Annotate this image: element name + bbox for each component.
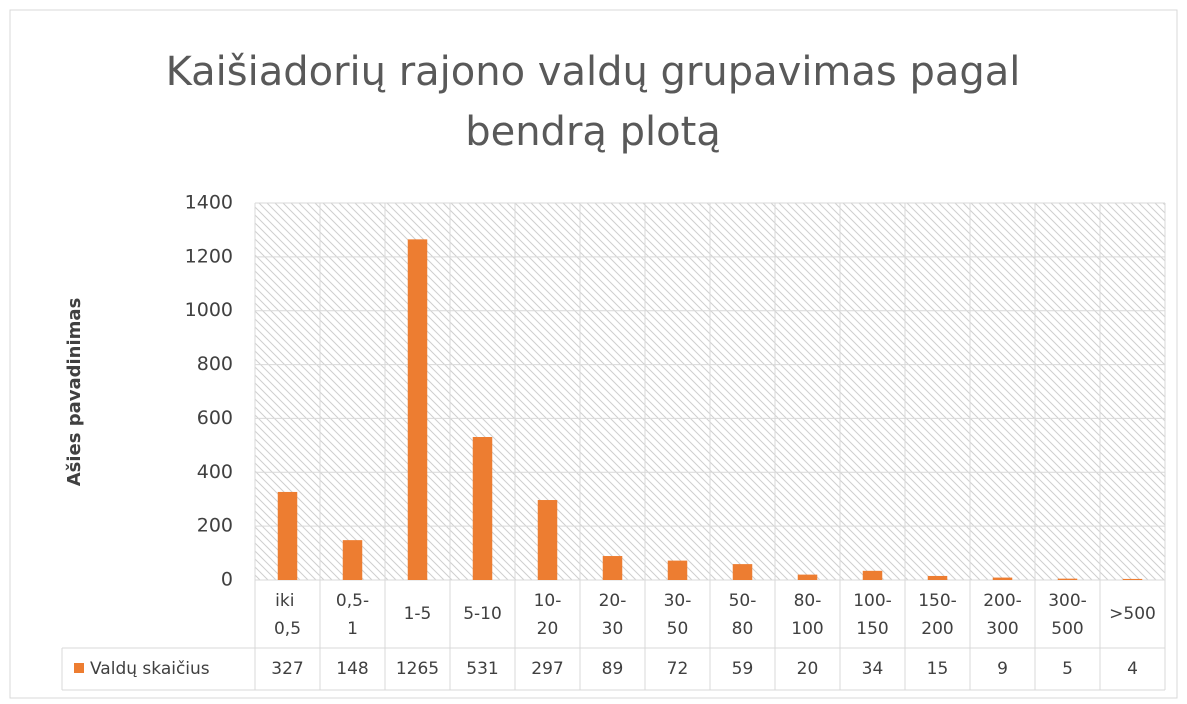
table-value: 148 — [336, 659, 368, 679]
y-tick-label: 0 — [221, 569, 233, 591]
table-value: 72 — [667, 659, 689, 679]
bar — [667, 560, 688, 580]
y-axis-label: Ašies pavadinimas — [64, 298, 85, 487]
y-tick-label: 1400 — [185, 192, 233, 214]
x-tick-label: 300-500 — [1048, 591, 1087, 639]
y-tick-label: 1000 — [185, 299, 233, 321]
bar — [1057, 578, 1078, 580]
bar — [277, 491, 298, 580]
y-tick-label: 600 — [197, 407, 233, 429]
table-value: 1265 — [396, 659, 439, 679]
table-value: 327 — [271, 659, 303, 679]
table-value: 34 — [862, 659, 884, 679]
bar — [862, 570, 883, 580]
table-value: 9 — [997, 659, 1008, 679]
bar — [927, 575, 948, 580]
x-tick-label: iki 0,5 — [274, 591, 301, 639]
y-tick-label: 1200 — [185, 245, 233, 267]
bar — [602, 556, 623, 580]
bar — [342, 540, 363, 580]
bar — [1122, 578, 1143, 580]
table-value: 5 — [1062, 659, 1073, 679]
x-tick-label: 20-30 — [599, 591, 627, 639]
x-tick-label: >500 — [1109, 604, 1156, 624]
table-value: 89 — [602, 659, 624, 679]
x-tick-label: 80-100 — [791, 591, 823, 639]
table-value: 59 — [732, 659, 754, 679]
legend-key — [74, 663, 84, 673]
chart-title: Kaišiadorių rajono valdų grupavimas paga… — [165, 49, 1021, 155]
table-value: 4 — [1127, 659, 1138, 679]
x-tick-label: 50-80 — [729, 591, 757, 639]
y-tick-label: 400 — [197, 461, 233, 483]
x-tick-label: 5-10 — [463, 604, 502, 624]
x-tick-label: 10-20 — [534, 591, 562, 639]
table-value: 15 — [927, 659, 949, 679]
bar — [537, 500, 558, 580]
x-tick-label: 150-200 — [918, 591, 957, 639]
legend-label: Valdų skaičius — [90, 659, 210, 679]
x-tick-label: 100-150 — [853, 591, 892, 639]
table-value: 20 — [797, 659, 819, 679]
y-tick-label: 800 — [197, 353, 233, 375]
bar — [732, 564, 753, 580]
bar — [407, 239, 428, 580]
x-tick-label: 0,5-1 — [336, 591, 369, 639]
bar — [992, 577, 1013, 580]
x-tick-label: 1-5 — [404, 604, 432, 624]
bar — [472, 437, 493, 580]
table-value: 297 — [531, 659, 563, 679]
y-tick-label: 200 — [197, 515, 233, 537]
x-tick-label: 200-300 — [983, 591, 1022, 639]
bar — [797, 574, 818, 580]
table-value: 531 — [466, 659, 498, 679]
x-tick-label: 30-50 — [664, 591, 692, 639]
